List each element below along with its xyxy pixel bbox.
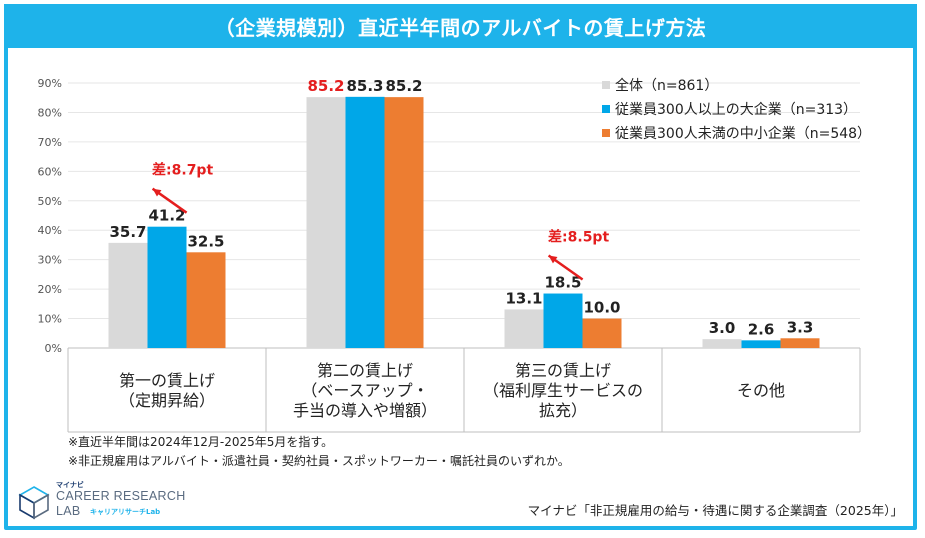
y-tick-label: 80% xyxy=(38,106,62,119)
data-label: 85.3 xyxy=(346,77,383,95)
y-tick-label: 40% xyxy=(38,224,62,237)
bar xyxy=(186,252,226,348)
category-label: （ベースアップ・ xyxy=(301,381,428,400)
data-label: 41.2 xyxy=(148,207,185,225)
data-label: 13.1 xyxy=(505,289,542,307)
source-citation: マイナビ「非正規雇用の給与・待遇に関する企業調査（2025年）」 xyxy=(527,503,903,518)
y-tick-label: 10% xyxy=(38,313,62,326)
bar xyxy=(780,338,820,348)
bar xyxy=(384,97,424,348)
annotation-arrow-head xyxy=(548,255,558,264)
bar xyxy=(504,309,544,348)
data-label: 35.7 xyxy=(109,223,146,241)
y-tick-label: 90% xyxy=(38,77,62,90)
category-label: 第一の賃上げ xyxy=(119,371,215,390)
difference-annotation: 差:8.5pt xyxy=(548,229,609,246)
bar xyxy=(147,226,187,348)
legend-label: 従業員300人以上の大企業（n=313） xyxy=(615,101,857,118)
legend-swatch xyxy=(602,81,610,89)
data-label: 3.0 xyxy=(709,319,736,337)
bar xyxy=(702,339,742,348)
career-research-lab-logo: マイナビ CAREER RESEARCH LAB キャリアリサーチLab xyxy=(16,480,186,525)
bar xyxy=(543,293,583,348)
data-label: 18.5 xyxy=(544,274,581,292)
y-tick-label: 50% xyxy=(38,195,62,208)
y-tick-label: 0% xyxy=(45,342,62,355)
note-definition: ※非正規雇用はアルバイト・派遣社員・契約社員・スポットワーカー・嘱託社員のいずれ… xyxy=(68,454,570,468)
chart-title: （企業規模別）直近半年間のアルバイトの賃上げ方法 xyxy=(4,4,917,48)
y-tick-label: 60% xyxy=(38,165,62,178)
data-label: 32.5 xyxy=(187,232,224,250)
data-label: 85.2 xyxy=(385,77,422,95)
y-tick-label: 70% xyxy=(38,136,62,149)
logo-brand: マイナビ xyxy=(56,481,84,489)
bar xyxy=(741,340,781,348)
category-label: 第三の賃上げ xyxy=(515,361,611,380)
bar xyxy=(582,318,622,348)
category-label: （定期昇給） xyxy=(119,391,215,410)
legend-swatch xyxy=(602,105,610,113)
legend-swatch xyxy=(602,129,610,137)
bar xyxy=(345,96,385,348)
category-label: （福利厚生サービスの xyxy=(483,381,643,400)
logo-line1: CAREER RESEARCH xyxy=(56,489,186,503)
legend-label: 全体（n=861） xyxy=(615,77,718,94)
legend-label: 従業員300人未満の中小企業（n=548） xyxy=(615,125,871,142)
bar xyxy=(306,97,346,348)
difference-annotation: 差:8.7pt xyxy=(152,162,213,179)
cube-logo-icon xyxy=(18,486,50,520)
category-label: 手当の導入や増額） xyxy=(293,401,437,420)
category-label: 拡充） xyxy=(539,401,587,420)
note-period: ※直近半年間は2024年12月-2025年5月を指す。 xyxy=(68,435,334,449)
data-label: 2.6 xyxy=(748,320,775,338)
y-tick-label: 20% xyxy=(38,283,62,296)
y-tick-label: 30% xyxy=(38,254,62,267)
category-label: 第二の賃上げ xyxy=(317,361,413,380)
logo-subtitle: キャリアリサーチLab xyxy=(90,508,161,516)
data-label: 3.3 xyxy=(787,318,814,336)
annotation-arrow-head xyxy=(152,188,162,197)
data-label: 85.2 xyxy=(307,77,344,95)
data-label: 10.0 xyxy=(583,299,620,317)
logo-line2: LAB xyxy=(56,504,81,518)
category-label: その他 xyxy=(737,381,785,400)
bar xyxy=(108,242,148,348)
